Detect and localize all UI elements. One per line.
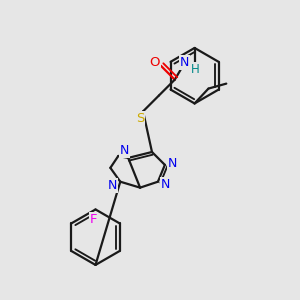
Text: N: N [120,145,129,158]
Text: H: H [191,63,200,76]
Text: F: F [90,213,97,226]
Text: N: N [161,178,170,191]
Text: N: N [108,179,117,192]
Text: N: N [180,56,189,69]
Text: N: N [168,158,178,170]
Text: S: S [136,112,144,125]
Text: O: O [150,56,160,69]
